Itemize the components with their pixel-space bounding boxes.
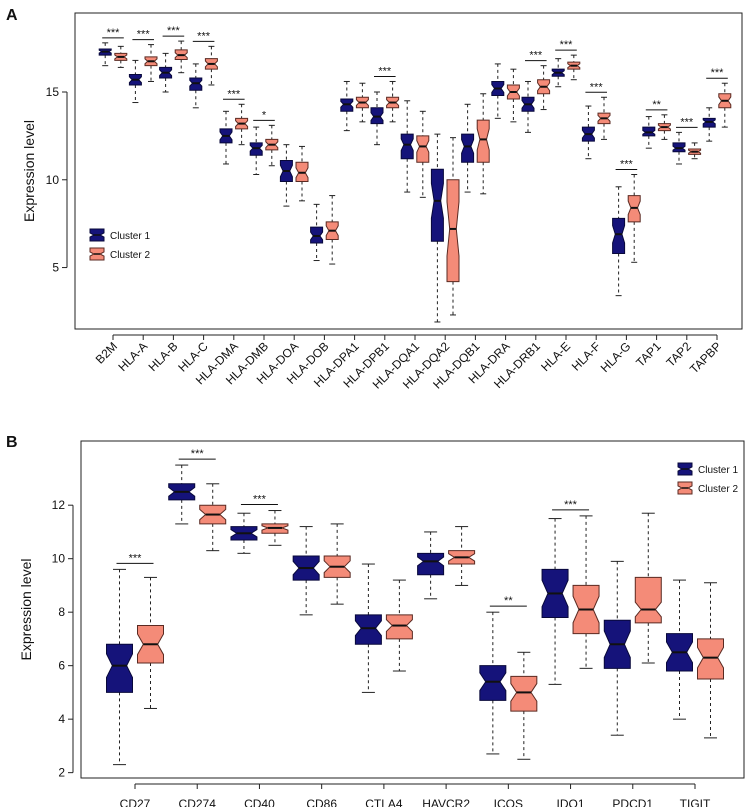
x-tick-label: PDCD1	[612, 797, 653, 807]
box-cluster2	[416, 135, 430, 163]
significance-label: ***	[529, 50, 543, 62]
box-cluster1	[430, 168, 444, 242]
significance-label: ***	[564, 499, 578, 511]
y-tick-label: 10	[52, 552, 66, 566]
y-tick-label: 6	[58, 659, 65, 673]
x-tick-label: TAP1	[633, 339, 664, 370]
y-tick-label: 2	[58, 766, 65, 780]
y-tick-label: 4	[58, 712, 65, 726]
x-tick-label: ICOS	[494, 797, 523, 807]
significance-label: ***	[253, 494, 267, 506]
box-cluster1	[461, 133, 475, 163]
significance-label: *	[262, 109, 267, 121]
legend-label-cluster2: Cluster 2	[698, 484, 738, 495]
box-cluster1	[354, 614, 382, 645]
box-cluster1	[417, 552, 445, 576]
x-tick-label: HLA-A	[115, 339, 150, 374]
y-tick-label: 10	[46, 173, 60, 187]
box-cluster2	[697, 638, 724, 680]
y-axis-label: Expression level	[21, 120, 37, 222]
panel-b-chart: 2 4 6 8 10 12 Expression level CD27 CD274 CD40 CD8…	[18, 440, 745, 807]
x-tick-label: CD40	[244, 797, 275, 807]
legend-label-cluster1: Cluster 1	[110, 231, 150, 242]
box-cluster1	[479, 665, 507, 701]
significance-label: ***	[107, 27, 121, 39]
x-tick-label: CTLA4	[365, 797, 403, 807]
significance-label: ***	[711, 67, 725, 79]
box-cluster2	[510, 675, 538, 712]
x-tick-label: CD86	[306, 797, 337, 807]
legend-label-cluster2: Cluster 2	[110, 250, 150, 261]
x-tick-label: HAVCR2	[422, 797, 470, 807]
x-tick-label: HLA-B	[146, 339, 181, 374]
panel-a-label: A	[6, 7, 18, 24]
plot-frame	[74, 12, 743, 330]
box-cluster2	[476, 119, 490, 163]
x-tick-label: HLA-F	[569, 339, 603, 373]
significance-label: ***	[620, 159, 634, 171]
significance-label: **	[652, 99, 661, 111]
y-tick-label: 15	[46, 85, 60, 99]
significance-label: **	[504, 595, 513, 607]
significance-label: ***	[227, 88, 241, 100]
box-cluster1	[400, 133, 414, 160]
y-axis-label: Expression level	[18, 559, 34, 661]
significance-label: ***	[167, 25, 181, 37]
significance-label: ***	[129, 552, 143, 564]
x-tick-label: IDO1	[557, 797, 585, 807]
significance-label: ***	[191, 448, 205, 460]
legend-label-cluster1: Cluster 1	[698, 465, 738, 476]
box-cluster1	[106, 643, 133, 693]
box-cluster2	[446, 179, 460, 283]
significance-label: ***	[560, 39, 574, 51]
box-cluster2	[634, 576, 662, 624]
x-tick-label: HLA-E	[538, 339, 573, 374]
plot-frame	[80, 440, 745, 779]
significance-label: ***	[590, 81, 604, 93]
x-tick-label: TAPBP	[687, 339, 724, 376]
x-tick-label: TIGIT	[680, 797, 711, 807]
y-tick-label: 5	[52, 261, 59, 275]
box-cluster2	[385, 614, 413, 640]
y-tick-label: 8	[58, 605, 65, 619]
significance-label: ***	[680, 116, 694, 128]
x-tick-label: CD27	[120, 797, 151, 807]
y-tick-label: 12	[52, 498, 66, 512]
significance-label: ***	[378, 65, 392, 77]
significance-label: ***	[197, 30, 211, 42]
x-tick-label: HLA-G	[598, 339, 634, 375]
box-cluster1	[612, 217, 626, 255]
x-tick-label: CD274	[179, 797, 217, 807]
panel-b-label: B	[6, 434, 18, 451]
significance-label: ***	[137, 29, 151, 41]
